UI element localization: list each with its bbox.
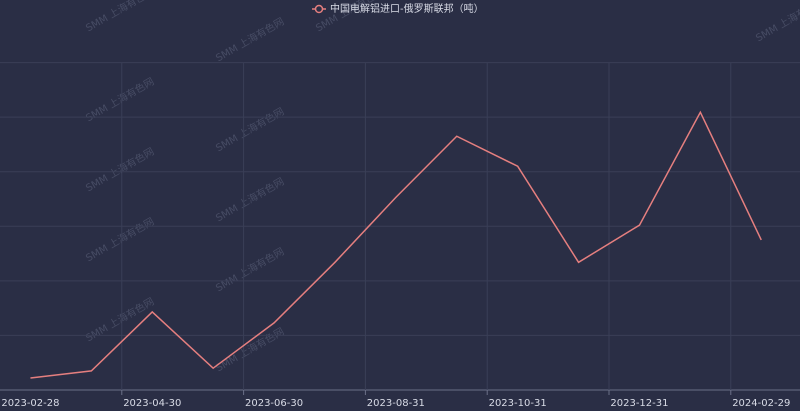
grid — [0, 62, 800, 395]
x-tick-label: 2024-02-29 — [732, 398, 790, 409]
legend-marker — [314, 4, 324, 14]
watermarks: SMM 上海有色网 SMM 上海有色网 SMM 上海有色网 SMM 上海有色网 SMM … — [83, 0, 800, 374]
x-tick-label: 2023-10-31 — [489, 398, 547, 409]
watermark: SMM 上海有色网 — [83, 0, 156, 34]
watermark: SMM 上海有色网 — [213, 245, 286, 295]
x-tick-label: 2023-04-30 — [123, 398, 181, 409]
x-tick-label: 2023-08-31 — [367, 398, 425, 409]
watermark: SMM 上海有色网 — [83, 145, 156, 195]
x-tick-label: 2023-12-31 — [610, 398, 668, 409]
plot: 2023-02-28 2023-04-30 2023-06-30 2023-08-31… — [1, 110, 790, 409]
watermark: SMM 上海有色网 — [83, 215, 156, 265]
legend[interactable]: 中国电解铝进口-俄罗斯联邦（吨） — [312, 2, 484, 15]
watermark: SMM 上海有色网 — [213, 105, 286, 155]
x-tick-label: 2023-02-28 — [1, 398, 59, 409]
watermark: SMM 上海有色网 — [753, 0, 800, 44]
watermark: SMM 上海有色网 — [213, 15, 286, 65]
series-line — [30, 110, 762, 379]
x-tick-label: 2023-06-30 — [245, 398, 303, 409]
watermark: SMM 上海有色网 — [213, 175, 286, 225]
legend-label[interactable]: 中国电解铝进口-俄罗斯联邦（吨） — [330, 2, 484, 15]
watermark: SMM 上海有色网 — [213, 325, 286, 375]
